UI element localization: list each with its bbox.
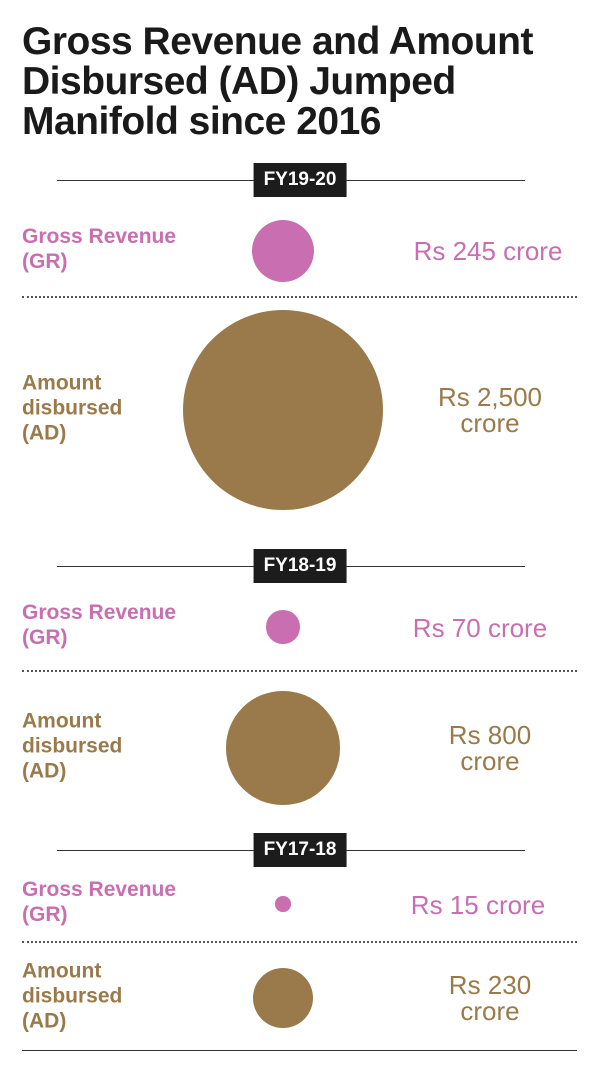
gr-value-fy19-20: Rs 245 crore (413, 236, 563, 266)
ad-value-fy18-19: Rs 800 crore (448, 720, 532, 776)
ad-label-fy17-18: Amount disbursed (AD) (22, 959, 162, 1034)
ad-bubble-fy18-19 (226, 691, 340, 805)
gr-bubble-fy19-20 (251, 219, 315, 283)
fy-label-fy19-20: FY19-20 (253, 163, 347, 197)
chart-title: Gross Revenue and Amount Disbursed (AD) … (22, 20, 533, 143)
gr-label-fy18-19: Gross Revenue (GR) (22, 600, 222, 650)
gr-value-fy17-18: Rs 15 crore (410, 890, 546, 920)
ad-bubble-fy19-20 (183, 310, 383, 510)
fy-label-fy18-19: FY18-19 (253, 549, 347, 583)
ad-value-fy19-20: Rs 2,500 crore (437, 382, 543, 438)
ad-label-text: Amount disbursed (AD) (22, 709, 123, 783)
ad-label-fy19-20: Amount disbursed (AD) (22, 371, 162, 446)
row-separator (22, 670, 577, 672)
gr-label-text: Gross Revenue (GR) (22, 601, 177, 649)
gr-label-text: Gross Revenue (GR) (22, 225, 177, 273)
gr-label-fy19-20: Gross Revenue (GR) (22, 224, 222, 274)
bottom-rule (22, 1050, 577, 1051)
ad-bubble-fy17-18 (252, 967, 314, 1029)
ad-label-text: Amount disbursed (AD) (22, 959, 123, 1033)
gr-bubble-fy17-18 (275, 896, 291, 912)
ad-label-text: Amount disbursed (AD) (22, 371, 123, 445)
row-separator (22, 941, 577, 943)
fy-label-fy17-18: FY17-18 (253, 833, 347, 867)
row-separator (22, 296, 577, 298)
ad-value-fy17-18: Rs 230 crore (448, 970, 532, 1026)
ad-label-fy18-19: Amount disbursed (AD) (22, 709, 162, 784)
gr-bubble-fy18-19 (266, 610, 300, 644)
gr-label-text: Gross Revenue (GR) (22, 878, 177, 926)
gr-value-fy18-19: Rs 70 crore (412, 613, 548, 643)
gr-label-fy17-18: Gross Revenue (GR) (22, 877, 222, 927)
